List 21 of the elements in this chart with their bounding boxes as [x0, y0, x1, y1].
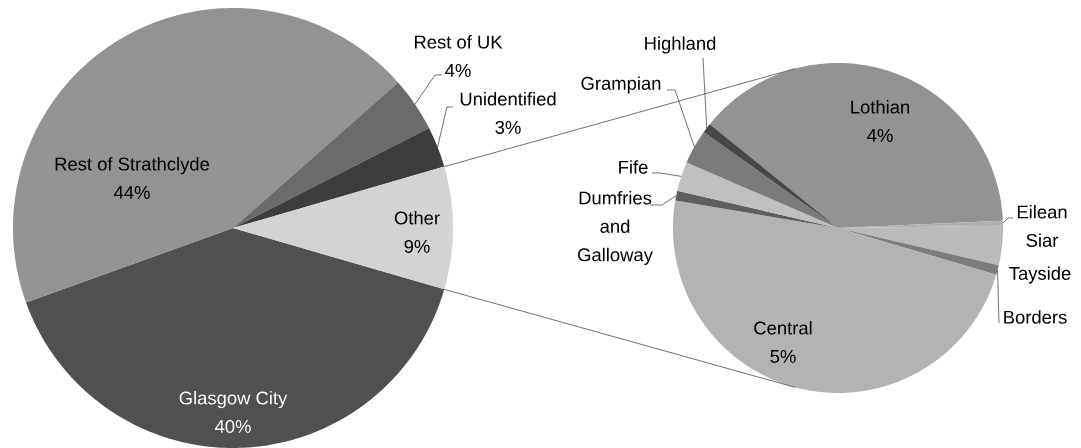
slice-label: Rest of Strathclyde: [55, 157, 210, 175]
data-label: 9%: [404, 239, 430, 253]
data-label: 4%: [867, 129, 893, 142]
slice-label: Eilean Siar: [1017, 205, 1067, 247]
slice-label: Highland: [645, 36, 716, 54]
data-label: 44%: [113, 186, 150, 199]
data-label: 5%: [770, 349, 796, 363]
slice-label: Borders: [1004, 310, 1067, 324]
slice-label: Unidentified: [460, 92, 556, 106]
data-label: 4%: [445, 64, 471, 77]
slice-label: Other: [394, 211, 440, 225]
slice-label: Fife: [619, 160, 648, 174]
slice-label: Grampian: [581, 76, 661, 94]
data-label: 40%: [214, 419, 251, 433]
slice-label: Glasgow City: [179, 391, 288, 409]
data-label: 3%: [495, 120, 521, 134]
slice-label: Rest of UK: [414, 35, 503, 49]
slice-label: Lothian: [851, 100, 910, 114]
slice-label: Central: [754, 321, 812, 335]
slice-label: Dumfries and Galloway: [578, 191, 653, 265]
slice-label: Tayside: [1009, 266, 1071, 284]
